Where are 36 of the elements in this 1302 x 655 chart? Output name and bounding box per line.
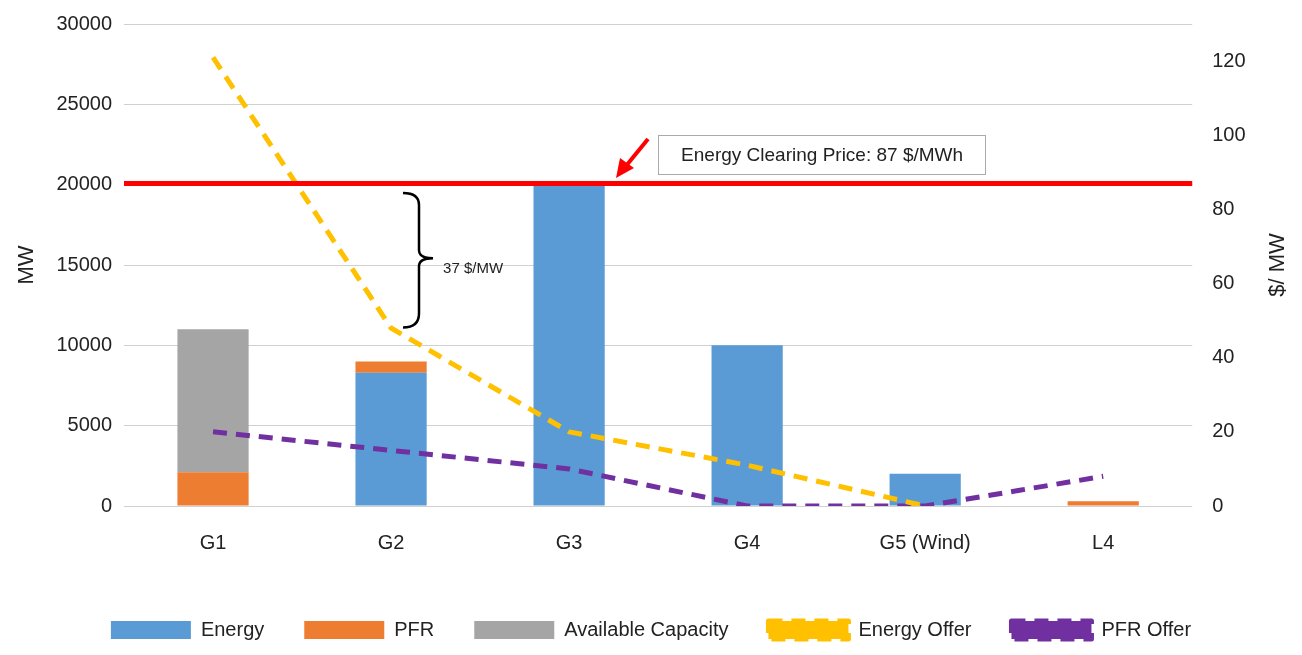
x-tick-label: G5 (Wind) (879, 530, 971, 553)
bar (177, 329, 249, 473)
y2-tick-label: 60 (1212, 271, 1235, 294)
legend-label: Available Capacity (564, 617, 729, 640)
y-axis-title: MW (13, 245, 39, 285)
legend-label: Energy Clearing Price: 87 $/MWh (658, 135, 987, 176)
y-tick-label: 20000 (56, 172, 113, 195)
legend-label: PFR (394, 617, 435, 640)
bar (355, 361, 427, 373)
bar (355, 372, 427, 506)
x-tick-label: G4 (733, 530, 761, 553)
y-tick-label: 30000 (56, 11, 113, 34)
legend-label: PFR Offer (1101, 617, 1192, 640)
y2-tick-label: 100 (1212, 122, 1246, 145)
y2-tick-label: 120 (1212, 48, 1246, 71)
y-tick-label: 10000 (56, 332, 113, 355)
x-tick-label: G2 (377, 530, 405, 553)
y2-tick-label: 20 (1212, 419, 1235, 442)
x-tick-label: G3 (555, 530, 583, 553)
y2-tick-label: 40 (1212, 345, 1235, 368)
y-tick-label: 25000 (56, 91, 113, 114)
bar (1067, 501, 1139, 506)
y2-axis-title: $/ MW (1264, 233, 1290, 297)
y-tick-label: 0 (100, 493, 113, 516)
y2-tick-label: 80 (1212, 196, 1235, 219)
bar (711, 345, 783, 506)
bar (533, 184, 605, 506)
legend-label: Energy (200, 617, 265, 640)
x-tick-label: G1 (199, 530, 227, 553)
y-tick-label: 15000 (56, 252, 113, 275)
annotation: 37 $/MW (443, 258, 504, 276)
legend-label: Energy Offer (858, 617, 972, 640)
bar (177, 472, 249, 506)
x-tick-label: L4 (1092, 530, 1115, 553)
y2-tick-label: 0 (1212, 493, 1224, 516)
y-tick-label: 5000 (67, 413, 113, 436)
